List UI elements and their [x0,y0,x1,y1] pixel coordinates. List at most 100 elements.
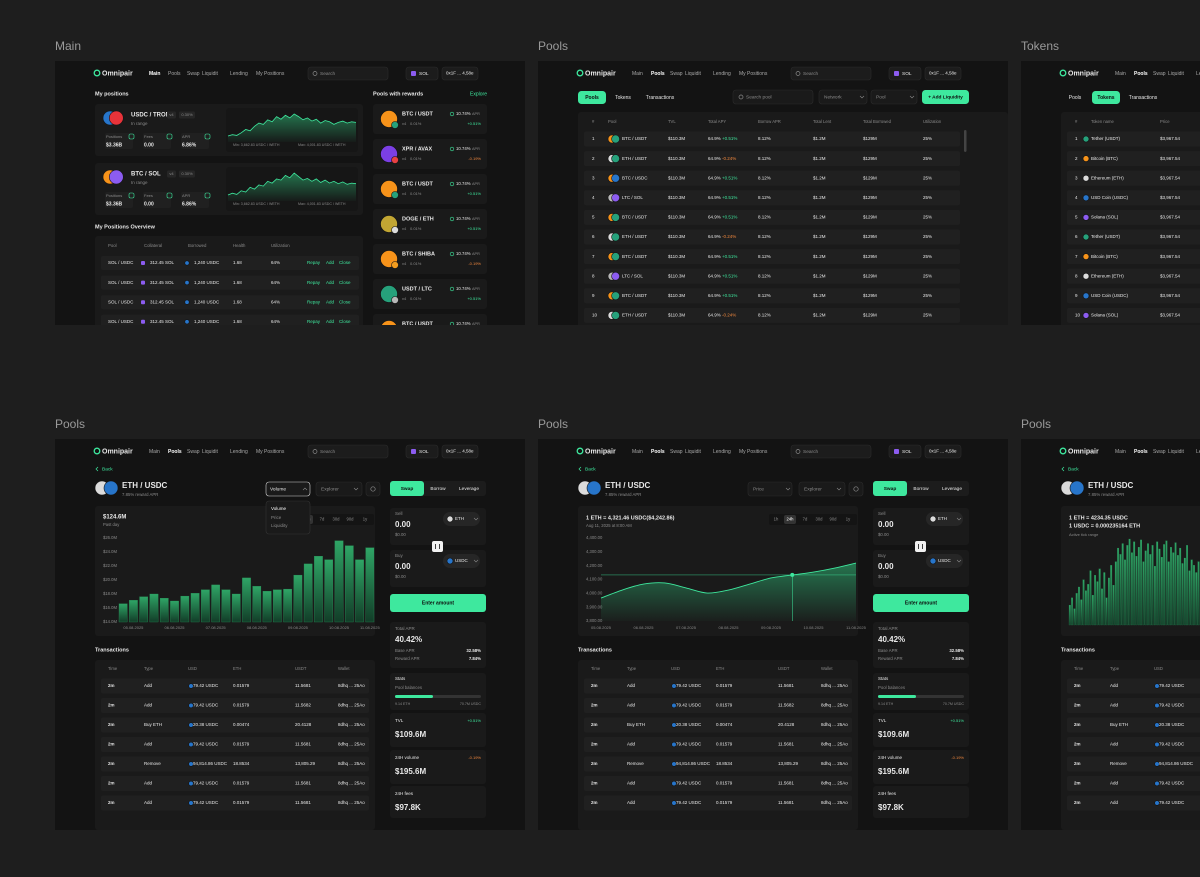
search-box[interactable] [307,66,389,81]
action-link[interactable]: Repay [307,280,321,285]
nav-item[interactable]: Lending [1196,449,1200,455]
pool-select[interactable] [870,89,918,105]
search-box[interactable] [732,89,814,105]
tab[interactable]: Leverage [459,486,479,492]
table-row[interactable] [1067,288,1200,304]
swap-amount[interactable]: 0.00 [395,562,411,571]
flip-button[interactable] [915,541,926,552]
tab[interactable]: Pools [1069,95,1082,101]
network-select[interactable] [818,89,868,105]
tab[interactable]: Leverage [942,486,962,492]
tab[interactable]: Swap [884,486,897,492]
menu-item[interactable]: Price [271,515,282,520]
back-link[interactable]: Back [585,466,596,472]
icon-button[interactable] [365,481,381,497]
nav-item[interactable]: Liquidit [1168,449,1184,455]
reward-card[interactable] [373,174,487,204]
back-link[interactable]: Back [1068,466,1079,472]
chain-select[interactable] [405,66,439,81]
range-button[interactable]: 1y [846,517,851,522]
nav-item[interactable]: Swap [670,449,683,455]
table-row[interactable] [1067,131,1200,147]
reward-card[interactable] [373,209,487,239]
search-box[interactable] [790,66,872,81]
back-link[interactable]: Back [102,466,113,472]
reward-card[interactable] [373,314,487,344]
table-row[interactable] [584,229,960,245]
table-row[interactable] [1067,209,1200,225]
nav-item[interactable]: My Positions [256,71,285,77]
nav-item[interactable]: Main [149,71,160,77]
tab[interactable]: Tokens [615,95,631,101]
nav-item[interactable]: My Positions [739,71,768,77]
explorer-select[interactable] [315,481,363,497]
nav-item[interactable]: Lending [713,71,731,77]
metric-select[interactable] [747,481,793,497]
add-liquidity-button[interactable] [922,90,969,104]
action-link[interactable]: Add [326,280,335,285]
action-link[interactable]: Add [326,260,335,265]
nav-item[interactable]: Liquidit [1168,71,1184,77]
table-row[interactable] [584,268,960,284]
table-row[interactable] [1067,170,1200,186]
tab[interactable]: Tokens [1097,95,1114,101]
tab[interactable]: Transactions [1129,95,1158,101]
nav-item[interactable]: Swap [187,449,200,455]
nav-item[interactable]: Main [632,71,643,77]
tab[interactable]: Pools [585,95,599,101]
wallet-button[interactable] [924,66,962,81]
table-row[interactable] [584,131,960,147]
reward-card[interactable] [373,244,487,274]
nav-item[interactable]: Main [1115,449,1126,455]
flip-button[interactable] [432,541,443,552]
nav-item[interactable]: Swap [1153,71,1166,77]
range-button[interactable]: 7d [320,517,325,522]
table-row[interactable] [584,190,960,206]
nav-item[interactable]: My Positions [256,449,285,455]
wallet-button[interactable] [441,66,479,81]
range-button[interactable]: 90d [830,517,838,522]
explorer-select[interactable] [798,481,846,497]
action-link[interactable]: Repay [307,299,321,304]
nav-item[interactable]: Main [1115,71,1126,77]
nav-item[interactable]: Main [149,449,160,455]
nav-item[interactable]: Pools [651,449,665,455]
reward-card[interactable] [373,139,487,169]
reward-card[interactable] [373,104,487,134]
table-row[interactable] [584,249,960,265]
table-row[interactable] [584,288,960,304]
table-row[interactable] [584,307,960,323]
token-select[interactable] [926,554,963,568]
menu-item[interactable]: Volume [271,506,287,511]
tab[interactable]: Borrow [430,486,446,492]
range-button[interactable]: 7d [803,517,808,522]
swap-amount[interactable]: 0.00 [395,520,411,529]
metric-select[interactable] [265,481,311,497]
chain-select[interactable] [888,66,922,81]
chain-select[interactable] [888,444,922,459]
table-row[interactable] [584,209,960,225]
nav-item[interactable]: Liquidit [685,71,701,77]
swap-amount[interactable]: 0.00 [878,520,894,529]
tab[interactable]: Borrow [913,486,929,492]
range-button[interactable]: 90d [347,517,355,522]
enter-amount-button[interactable] [390,594,486,612]
range-button[interactable]: 24h [787,517,795,522]
search-box[interactable] [790,444,872,459]
wallet-button[interactable] [441,444,479,459]
enter-amount-button[interactable] [873,594,969,612]
wallet-button[interactable] [924,444,962,459]
nav-item[interactable]: Swap [1153,449,1166,455]
swap-amount[interactable]: 0.00 [878,562,894,571]
icon-button[interactable] [848,481,864,497]
range-button[interactable]: 1y [363,517,368,522]
nav-item[interactable]: Pools [168,71,181,77]
nav-item[interactable]: Lending [1196,71,1200,77]
table-row[interactable] [1067,229,1200,245]
range-button[interactable]: 1h [774,517,779,522]
menu-item[interactable]: Liquidity [271,523,288,528]
nav-item[interactable]: Liquidit [202,449,218,455]
tab[interactable]: Swap [401,486,414,492]
search-box[interactable] [307,444,389,459]
nav-item[interactable]: Lending [230,71,248,77]
